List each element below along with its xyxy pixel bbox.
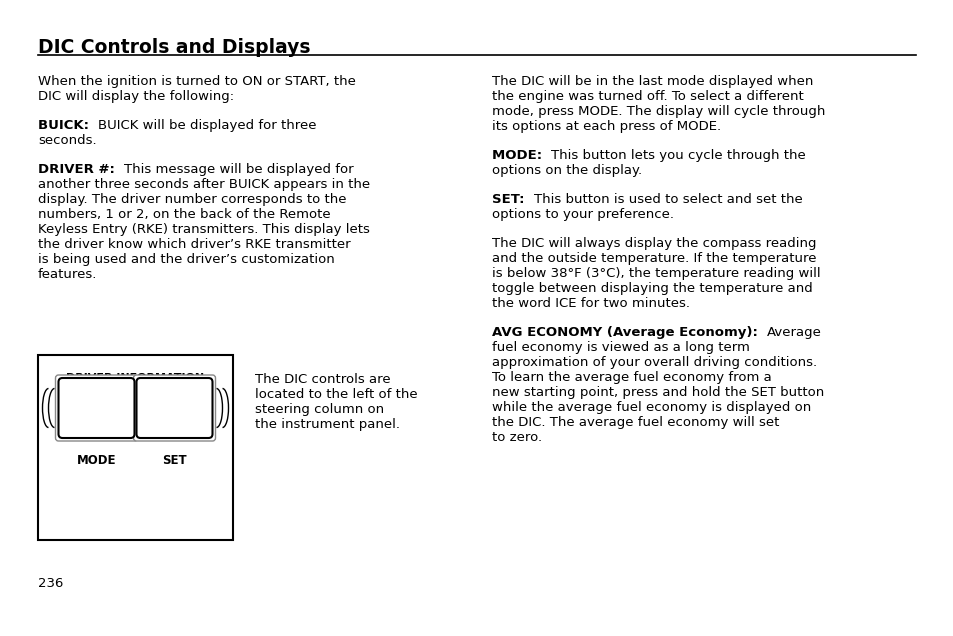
Text: features.: features. — [38, 268, 97, 281]
FancyBboxPatch shape — [133, 375, 215, 441]
Text: The DIC will always display the compass reading: The DIC will always display the compass … — [492, 237, 816, 250]
Text: another three seconds after BUICK appears in the: another three seconds after BUICK appear… — [38, 178, 370, 191]
FancyBboxPatch shape — [55, 375, 137, 441]
Text: options to your preference.: options to your preference. — [492, 208, 673, 221]
Text: DRIVER INFORMATION
CENTER: DRIVER INFORMATION CENTER — [67, 373, 204, 396]
Text: is being used and the driver’s customization: is being used and the driver’s customiza… — [38, 253, 335, 266]
Text: options on the display.: options on the display. — [492, 164, 641, 177]
Text: is below 38°F (3°C), the temperature reading will: is below 38°F (3°C), the temperature rea… — [492, 267, 820, 280]
Text: new starting point, press and hold the SET button: new starting point, press and hold the S… — [492, 386, 823, 399]
Text: 236: 236 — [38, 577, 63, 590]
Text: the engine was turned off. To select a different: the engine was turned off. To select a d… — [492, 90, 803, 103]
Text: the DIC. The average fuel economy will set: the DIC. The average fuel economy will s… — [492, 416, 779, 429]
Text: seconds.: seconds. — [38, 134, 96, 147]
Text: DIC will display the following:: DIC will display the following: — [38, 90, 233, 103]
Text: located to the left of the: located to the left of the — [254, 388, 417, 401]
Text: steering column on: steering column on — [254, 403, 384, 416]
Text: numbers, 1 or 2, on the back of the Remote: numbers, 1 or 2, on the back of the Remo… — [38, 208, 331, 221]
Text: When the ignition is turned to ON or START, the: When the ignition is turned to ON or STA… — [38, 75, 355, 88]
FancyBboxPatch shape — [136, 378, 213, 438]
Text: BUICK will be displayed for three: BUICK will be displayed for three — [98, 119, 316, 132]
Text: Keyless Entry (RKE) transmitters. This display lets: Keyless Entry (RKE) transmitters. This d… — [38, 223, 370, 236]
Text: DIC Controls and Displays: DIC Controls and Displays — [38, 38, 310, 57]
Text: Average: Average — [766, 326, 821, 339]
Text: This button lets you cycle through the: This button lets you cycle through the — [551, 149, 805, 162]
Text: the word ICE for two minutes.: the word ICE for two minutes. — [492, 297, 689, 310]
Bar — [38, 355, 233, 540]
Text: fuel economy is viewed as a long term: fuel economy is viewed as a long term — [492, 341, 749, 354]
Text: MODE: MODE — [76, 453, 116, 466]
Text: to zero.: to zero. — [492, 431, 541, 444]
Text: display. The driver number corresponds to the: display. The driver number corresponds t… — [38, 193, 346, 206]
FancyBboxPatch shape — [58, 378, 134, 438]
Text: and the outside temperature. If the temperature: and the outside temperature. If the temp… — [492, 252, 816, 265]
Text: DRIVER #:: DRIVER #: — [38, 163, 124, 176]
Text: SET: SET — [162, 453, 187, 466]
Text: This message will be displayed for: This message will be displayed for — [124, 163, 354, 176]
Text: its options at each press of MODE.: its options at each press of MODE. — [492, 120, 720, 133]
Text: toggle between displaying the temperature and: toggle between displaying the temperatur… — [492, 282, 812, 295]
Text: The DIC controls are: The DIC controls are — [254, 373, 390, 386]
Text: while the average fuel economy is displayed on: while the average fuel economy is displa… — [492, 401, 810, 414]
Text: BUICK:: BUICK: — [38, 119, 98, 132]
Text: To learn the average fuel economy from a: To learn the average fuel economy from a — [492, 371, 771, 384]
Text: MODE:: MODE: — [492, 149, 551, 162]
Text: the driver know which driver’s RKE transmitter: the driver know which driver’s RKE trans… — [38, 238, 351, 251]
Text: The DIC will be in the last mode displayed when: The DIC will be in the last mode display… — [492, 75, 813, 88]
Text: mode, press MODE. The display will cycle through: mode, press MODE. The display will cycle… — [492, 105, 824, 118]
Text: the instrument panel.: the instrument panel. — [254, 418, 399, 431]
Text: approximation of your overall driving conditions.: approximation of your overall driving co… — [492, 356, 817, 369]
Text: SET:: SET: — [492, 193, 533, 206]
Text: AVG ECONOMY (Average Economy):: AVG ECONOMY (Average Economy): — [492, 326, 766, 339]
Text: This button is used to select and set the: This button is used to select and set th… — [533, 193, 801, 206]
